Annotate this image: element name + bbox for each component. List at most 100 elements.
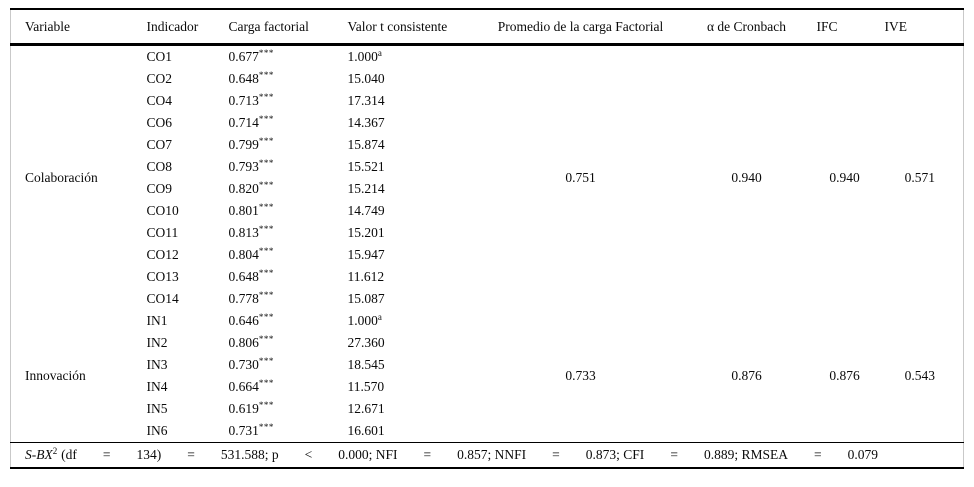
table-row: IN4 0.664*** 11.570 xyxy=(11,376,964,398)
ifc-cell: 0.940 xyxy=(829,170,860,186)
significance-stars: *** xyxy=(258,48,274,59)
factor-loading-cell: 0.806*** xyxy=(228,334,274,351)
t-value-cell: 11.570 xyxy=(347,379,385,395)
col-header-cronbach-alpha: α de Cronbach xyxy=(680,9,813,46)
significance-stars: *** xyxy=(258,422,274,433)
t-value-cell: 18.545 xyxy=(347,357,385,373)
indicator-cell: CO12 xyxy=(146,247,179,263)
significance-stars: *** xyxy=(258,400,274,411)
table-row: CO13 0.648*** 11.612 xyxy=(11,266,964,288)
header-row: Variable Indicador Carga factorial Valor… xyxy=(10,9,964,46)
table-row: CO14 0.778*** 15.087 xyxy=(11,288,964,310)
indicator-cell: CO10 xyxy=(146,203,179,219)
sbx-term: S-BX2 (df xyxy=(25,446,77,463)
cronbach-alpha-cell: 0.940 xyxy=(731,170,762,186)
table-row: CO9 0.820*** 15.214 xyxy=(11,178,964,200)
fit-statistics-cell: S-BX2 (df = 134) = 531.588; p < 0.000; N… xyxy=(10,442,964,468)
table-row: IN6 0.731*** 16.601 xyxy=(11,420,964,443)
factor-loading-cell: 0.648*** xyxy=(228,268,274,285)
indicator-cell: IN3 xyxy=(146,357,168,373)
factor-loading-cell: 0.730*** xyxy=(228,356,274,373)
ifc-cell: 0.876 xyxy=(829,368,860,384)
factor-loading-cell: 0.813*** xyxy=(228,224,274,241)
table-row: IN5 0.619*** 12.671 xyxy=(11,398,964,420)
col-header-indicador: Indicador xyxy=(146,9,229,46)
factor-loading-cell: 0.713*** xyxy=(228,92,274,109)
indicator-cell: IN1 xyxy=(146,313,168,329)
avg-loading-cell: 0.751 xyxy=(565,170,596,186)
significance-stars: *** xyxy=(258,92,274,103)
indicator-cell: IN5 xyxy=(146,401,168,417)
t-value-cell: 14.749 xyxy=(347,203,385,219)
t-value-cell: 15.087 xyxy=(347,291,385,307)
indicator-cell: CO8 xyxy=(146,159,173,175)
significance-stars: *** xyxy=(258,378,274,389)
indicator-cell: IN4 xyxy=(146,379,168,395)
variable-group-cell: Colaboración xyxy=(25,170,98,186)
t-value-cell: 15.947 xyxy=(347,247,385,263)
t-value-cell: 15.040 xyxy=(347,71,385,87)
t-value-cell: 15.201 xyxy=(347,225,385,241)
fit-statistics-row: S-BX2 (df = 134) = 531.588; p < 0.000; N… xyxy=(10,442,964,468)
t-value-cell: 15.874 xyxy=(347,137,385,153)
indicator-cell: CO13 xyxy=(146,269,179,285)
indicator-cell: IN6 xyxy=(146,423,168,439)
table-row: CO7 0.799*** 15.874 xyxy=(11,134,964,156)
factor-loading-cell: 0.799*** xyxy=(228,136,274,153)
t-value-cell: 1.000a xyxy=(347,312,383,329)
indicator-cell: CO6 xyxy=(146,115,173,131)
t-value-cell: 27.360 xyxy=(347,335,385,351)
table-row: CO11 0.813*** 15.201 xyxy=(11,222,964,244)
t-value-cell: 12.671 xyxy=(347,401,385,417)
table-row: CO6 0.714*** 14.367 xyxy=(11,112,964,134)
significance-stars: *** xyxy=(258,312,274,323)
col-header-ive: IVE xyxy=(876,9,964,46)
col-header-promedio-carga: Promedio de la carga Factorial xyxy=(480,9,681,46)
avg-loading-cell: 0.733 xyxy=(565,368,596,384)
significance-stars: *** xyxy=(258,158,274,169)
factor-loading-cell: 0.731*** xyxy=(228,422,274,439)
significance-stars: *** xyxy=(258,180,274,191)
t-value-cell: 11.612 xyxy=(347,269,385,285)
indicator-cell: CO9 xyxy=(146,181,173,197)
variable-group-cell: Innovación xyxy=(25,368,86,384)
significance-stars: *** xyxy=(258,290,274,301)
significance-stars: *** xyxy=(258,114,274,125)
indicator-cell: IN2 xyxy=(146,335,168,351)
table-row: IN3 0.730*** 18.545 xyxy=(11,354,964,376)
significance-stars: *** xyxy=(258,136,274,147)
table-row: Colaboración CO1 0.677*** 1.000a 0.751 0… xyxy=(11,45,964,185)
table-row: CO12 0.804*** 15.947 xyxy=(11,244,964,266)
indicator-cell: CO11 xyxy=(146,225,179,241)
cronbach-alpha-cell: 0.876 xyxy=(731,368,762,384)
factor-loading-cell: 0.804*** xyxy=(228,246,274,263)
factor-loading-cell: 0.664*** xyxy=(228,378,274,395)
significance-stars: *** xyxy=(258,70,274,81)
significance-stars: *** xyxy=(258,268,274,279)
measurement-model-table: Variable Indicador Carga factorial Valor… xyxy=(10,8,964,469)
table-row: CO4 0.713*** 17.314 xyxy=(11,90,964,112)
factor-loading-cell: 0.646*** xyxy=(228,312,274,329)
factor-loading-cell: 0.778*** xyxy=(228,290,274,307)
t-note-superscript: a xyxy=(377,312,383,323)
table-row: CO8 0.793*** 15.521 xyxy=(11,156,964,178)
significance-stars: *** xyxy=(258,334,274,345)
factor-loading-cell: 0.619*** xyxy=(228,400,274,417)
table-row: Innovación IN1 0.646*** 1.000a 0.733 0.8… xyxy=(11,310,964,383)
fit-statistics-line: S-BX2 (df = 134) = 531.588; p < 0.000; N… xyxy=(25,446,878,463)
t-value-cell: 15.521 xyxy=(347,159,385,175)
col-header-carga-factorial: Carga factorial xyxy=(228,9,348,46)
col-header-ifc: IFC xyxy=(812,9,877,46)
factor-loading-cell: 0.820*** xyxy=(228,180,274,197)
ive-cell: 0.543 xyxy=(904,368,935,384)
table-row: IN2 0.806*** 27.360 xyxy=(11,332,964,354)
ive-cell: 0.571 xyxy=(904,170,935,186)
factor-loading-cell: 0.714*** xyxy=(228,114,274,131)
indicator-cell: CO1 xyxy=(146,49,173,65)
significance-stars: *** xyxy=(258,224,274,235)
significance-stars: *** xyxy=(258,202,274,213)
t-value-cell: 16.601 xyxy=(347,423,385,439)
factor-loading-cell: 0.677*** xyxy=(228,48,274,65)
col-header-valor-t: Valor t consistente xyxy=(347,9,481,46)
significance-stars: *** xyxy=(258,246,274,257)
